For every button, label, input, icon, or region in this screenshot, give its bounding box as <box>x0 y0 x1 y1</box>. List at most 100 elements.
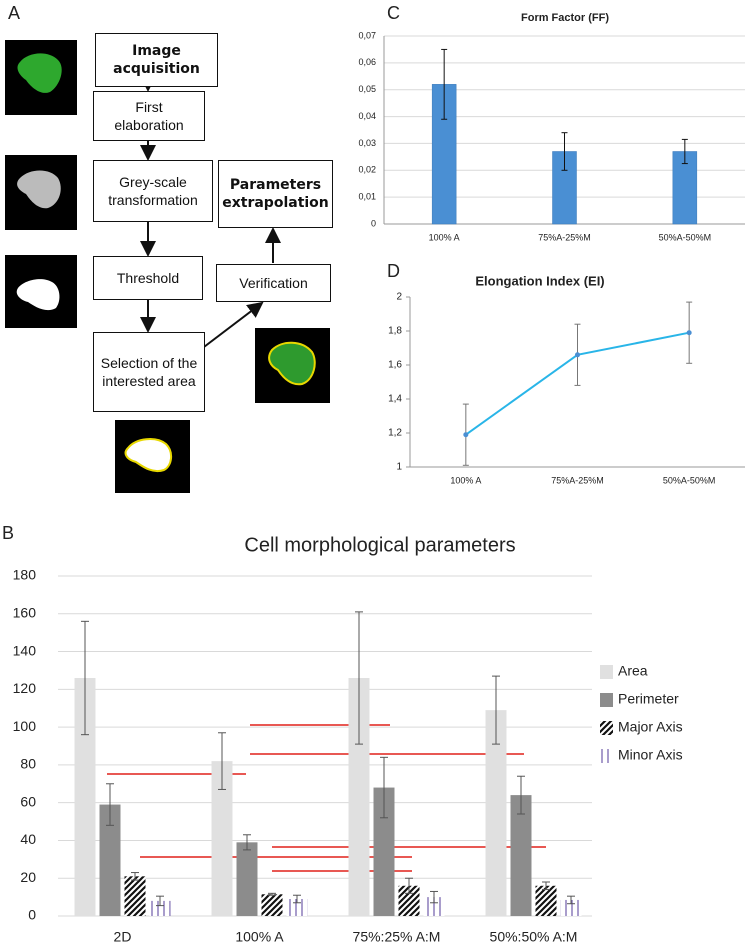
bar <box>423 897 445 916</box>
panel-label: B <box>2 523 14 543</box>
flow-node: Selection of the interested area <box>93 332 205 412</box>
error-bar <box>681 138 688 165</box>
bar <box>535 885 557 916</box>
legend-swatch <box>600 665 613 679</box>
significance-lines <box>107 724 546 872</box>
flow-arrows <box>140 76 281 351</box>
error-bar <box>293 894 301 904</box>
y-tick-label: 0 <box>28 907 36 923</box>
cell <box>268 341 316 386</box>
cell <box>16 279 60 311</box>
y-tick-label: 80 <box>20 756 36 772</box>
flow-node: Parameters extrapolation <box>218 160 333 228</box>
y-tick-label: 0,05 <box>358 84 376 94</box>
bar <box>99 804 121 916</box>
error-bar <box>156 895 164 907</box>
x-tick-label: 75%A-25%M <box>551 475 604 485</box>
error-bar <box>492 675 500 745</box>
bar <box>236 842 258 916</box>
cell <box>17 53 62 93</box>
error-bar <box>243 834 251 851</box>
y-tick-label: 2 <box>396 292 402 303</box>
y-tick-label: 60 <box>20 793 36 809</box>
legend-label: Major Axis <box>618 719 683 735</box>
error-bar <box>380 756 388 819</box>
bar <box>348 678 370 916</box>
y-tick-label: 100 <box>13 718 37 734</box>
error-bar <box>131 872 139 881</box>
x-tick-label: 100% A <box>450 475 481 485</box>
y-tick-label: 160 <box>13 604 37 620</box>
error-bar <box>218 732 226 790</box>
x-tick-label: 50%A-50%M <box>663 475 716 485</box>
x-tick-label: 2D <box>114 929 132 945</box>
error-bar <box>81 620 89 736</box>
flow-node: Threshold <box>93 256 203 300</box>
legend-swatch <box>600 721 613 735</box>
x-tick-label: 75%A-25%M <box>538 232 591 242</box>
point <box>575 352 580 358</box>
error-bar <box>405 877 413 894</box>
y-tick-label: 40 <box>20 831 36 847</box>
panel-label: C <box>387 3 400 23</box>
cell <box>17 170 61 209</box>
error-bar <box>517 775 525 815</box>
bar <box>149 900 171 916</box>
y-tick-label: 1,2 <box>388 428 402 439</box>
x-tick-label: 50%A-50%M <box>659 232 712 242</box>
y-tick-label: 0,03 <box>358 138 376 148</box>
error-bar <box>430 890 438 904</box>
legend-swatch <box>600 693 613 707</box>
error-bar <box>567 895 575 905</box>
cell-images <box>5 40 330 493</box>
bar <box>286 899 308 916</box>
bar <box>485 710 507 916</box>
chart-title: Form Factor (FF) <box>521 12 609 24</box>
y-tick-label: 1,8 <box>388 326 402 337</box>
error-bar <box>268 892 276 896</box>
panel-label: A <box>8 3 20 23</box>
error-bar <box>441 48 448 120</box>
y-tick-label: 0 <box>371 218 376 228</box>
bar <box>398 885 420 916</box>
panel-label: D <box>387 261 400 281</box>
flow-node: Image acquisition <box>95 33 218 87</box>
bar <box>510 795 532 916</box>
bar <box>261 894 283 916</box>
x-tick-label: 50%:50% A:M <box>490 929 578 945</box>
arrow <box>199 301 264 351</box>
bar <box>74 678 96 916</box>
bar <box>560 899 582 916</box>
y-tick-label: 0,07 <box>358 30 376 40</box>
flow-node: First elaboration <box>93 91 205 141</box>
y-tick-label: 140 <box>13 642 37 658</box>
legend-label: Minor Axis <box>618 747 683 763</box>
flow-node: Grey-scale transformation <box>93 160 213 222</box>
y-tick-label: 1 <box>396 462 402 473</box>
y-tick-label: 0,01 <box>358 192 376 202</box>
bar <box>373 787 395 916</box>
bar <box>211 761 233 916</box>
legend-swatch <box>600 749 613 763</box>
error-bar <box>542 881 550 891</box>
x-tick-label: 75%:25% A:M <box>353 929 441 945</box>
flow-node: Verification <box>216 264 331 302</box>
chart-title: Elongation Index (EI) <box>475 273 604 288</box>
point <box>463 432 469 438</box>
y-tick-label: 120 <box>13 680 37 696</box>
y-tick-label: 0,06 <box>358 57 376 67</box>
x-tick-label: 100% A <box>429 232 460 242</box>
y-tick-label: 0,02 <box>358 165 376 175</box>
cell <box>124 438 172 472</box>
y-tick-label: 20 <box>20 869 36 885</box>
bar <box>124 876 146 916</box>
x-tick-label: 100% A <box>235 929 284 945</box>
legend-label: Perimeter <box>618 691 679 707</box>
y-tick-label: 0,04 <box>358 111 376 121</box>
y-tick-label: 1,4 <box>388 394 402 405</box>
y-tick-label: 1,6 <box>388 360 402 371</box>
chart-title: Cell morphological parameters <box>244 534 515 556</box>
legend-label: Area <box>618 663 648 679</box>
